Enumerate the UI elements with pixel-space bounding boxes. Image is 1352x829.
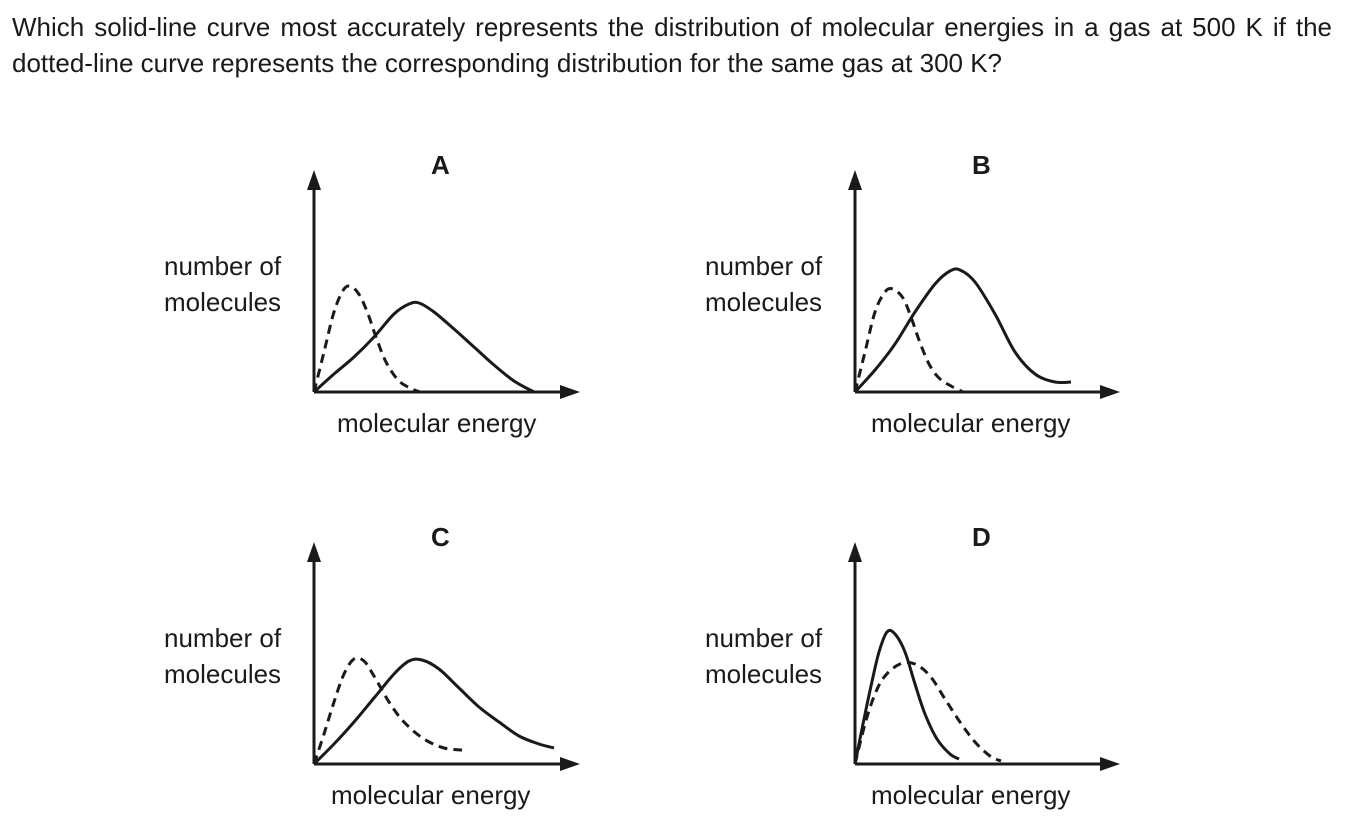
- solid-curve-500k: [853, 628, 960, 765]
- dotted-curve-300k: [312, 284, 421, 394]
- axes-and-curves-d: [848, 542, 1120, 771]
- option-a-graph[interactable]: A number of molecules molecular energy: [150, 150, 670, 450]
- y-axis-label-b: number of molecules: [705, 251, 823, 317]
- option-d-graph[interactable]: D number of molecules molecular energy: [690, 522, 1210, 822]
- option-b-graph[interactable]: B number of molecules molecular energy: [690, 150, 1210, 450]
- axes-and-curves-c: [307, 542, 580, 771]
- dotted-curve-300k: [853, 287, 964, 394]
- option-letter-a: A: [431, 150, 450, 180]
- option-c-graph[interactable]: C number of molecules molecular energy: [150, 522, 670, 822]
- x-axis-label-b: molecular energy: [871, 408, 1071, 438]
- y-axis-label-c: number of molecules: [164, 623, 282, 689]
- x-axis-label-d: molecular energy: [871, 780, 1071, 810]
- option-letter-b: B: [972, 150, 991, 180]
- solid-curve-500k: [312, 657, 555, 766]
- x-axis-label-a: molecular energy: [337, 408, 537, 438]
- option-letter-d: D: [972, 522, 991, 552]
- y-axis-label-d: number of molecules: [705, 623, 823, 689]
- question-text: Which solid-line curve most accurately r…: [12, 12, 1332, 78]
- solid-curve-500k: [312, 300, 535, 394]
- option-letter-c: C: [431, 522, 450, 552]
- y-axis-label-a: number of molecules: [164, 251, 282, 317]
- solid-curve-500k: [853, 267, 1072, 393]
- axes-and-curves-a: [307, 170, 580, 399]
- axes-and-curves-b: [848, 170, 1120, 399]
- x-axis-label-c: molecular energy: [331, 780, 531, 810]
- dotted-curve-300k: [853, 661, 1002, 765]
- dotted-curve-300k: [312, 656, 463, 765]
